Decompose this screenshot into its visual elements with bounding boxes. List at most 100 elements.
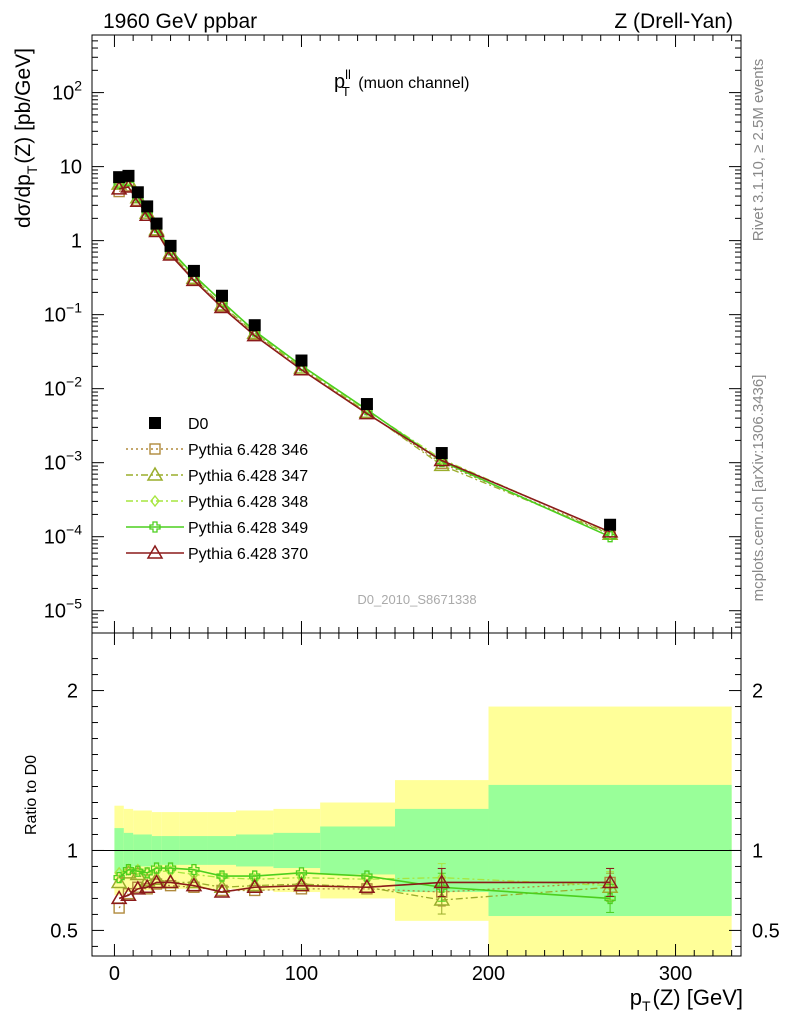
ratio-point [293,877,310,892]
ratio-point [185,873,203,889]
legend-item-data: D0 [149,416,209,433]
ratio-ytick-label-right: 1 [752,840,763,862]
ratio-point [433,873,451,889]
ratio-xtick-label: 0 [109,963,120,985]
legend-label: Pythia 6.428 346 [188,442,308,459]
analysis-watermark: D0_2010_S8671338 [357,592,476,607]
main-ytick-label-base: 10 [44,601,66,623]
legend: D0 Pythia 6.428 346 Pythia 6.428 347 Pythia… [126,416,308,563]
main-ytick-label-base: 10 [44,527,66,549]
ratio-point [132,865,144,877]
legend-marker [149,521,161,533]
main-frame [91,34,742,634]
ratio-point [138,872,156,887]
ratio-point [433,891,451,906]
legend-marker [146,544,164,559]
main-ytick-label-base: 10 [44,379,66,401]
main-ytick-label: 1 [71,231,82,253]
data-point [246,327,264,342]
ratio-point [122,864,135,876]
data-point [215,289,228,302]
ratio-point [162,873,179,889]
ratio-ytick-label-left: 0.5 [50,920,78,942]
ratio-point [601,873,619,889]
data-point [131,186,144,199]
ratio-point [113,871,125,884]
header-right-label: Z (Drell-Yan) [614,10,733,33]
legend-item-s370: Pythia 6.428 370 [126,544,308,563]
data-point [248,319,261,332]
ratio-xtick-label: 100 [285,963,318,985]
legend-marker [146,466,164,481]
ratio-point [129,880,147,895]
data-point [150,217,163,230]
ratio-point [216,870,228,882]
legend-item-s346: Pythia 6.428 346 [126,442,308,459]
data-point [360,398,373,411]
main-series-s370 [110,178,619,538]
main-ytick-label-base: 1 [71,231,82,253]
legend-marker [149,417,161,429]
main-series-data [113,169,617,531]
main-ytick-label: 10−1 [44,300,82,327]
data-point [113,171,126,184]
main-ytick-label-exp: −1 [66,300,82,316]
ratio-point [246,877,264,892]
ratio-point [249,870,261,882]
data-point [110,180,128,195]
data-point [162,246,179,261]
ratio-ytick-label-left: 1 [67,840,78,862]
data-point [293,361,310,376]
data-point [138,206,156,222]
ratio-xtick-label: 200 [472,963,505,985]
legend-label: Pythia 6.428 348 [188,494,308,511]
rivet-label: Rivet 3.1.10, ≥ 2.5M events [750,59,767,242]
data-point [129,192,147,208]
data-point [185,271,203,287]
main-ytick-label: 10−3 [44,448,82,475]
main-ytick-label: 10−2 [44,374,82,401]
ratio-series-s370 [110,867,619,905]
ratio-point [148,870,165,885]
data-point [213,298,231,314]
data-point [120,178,137,193]
data-point [295,354,308,367]
data-point [164,239,177,252]
ratio-ytick-label-right: 2 [752,681,763,703]
data-point [433,452,451,467]
ratio-point [132,863,143,876]
legend-marker [149,443,161,455]
ratio-xtick-label: 300 [659,963,692,985]
legend-item-s348: Pythia 6.428 348 [126,494,308,511]
data-point [148,222,165,238]
data-point [433,456,451,472]
header-left-label: 1960 GeV ppbar [103,10,257,33]
data-point [601,523,619,538]
ratio-point [150,862,163,874]
ratio-point [164,879,177,892]
data-point [436,455,448,468]
ratio-point [148,873,165,889]
main-ytick-label-exp: −3 [66,448,82,464]
legend-item-s347: Pythia 6.428 347 [126,466,308,485]
series-line [118,180,611,535]
ratio-ytick-label-left: 2 [67,681,78,703]
data-point [187,264,200,277]
legend-marker [150,494,160,508]
data-point [122,169,135,182]
main-ytick-label-exp: −2 [66,374,82,390]
main-ytick-label-base: 10 [52,83,74,105]
data-point [435,447,448,460]
main-series-s349 [113,174,616,543]
main-ytick-label-exp: −5 [66,596,82,612]
main-ytick-label: 10−4 [44,522,82,549]
main-ytick-label: 10 [60,157,82,179]
main-title: pll T (muon channel) [334,67,469,99]
ratio-point [246,878,264,893]
main-ytick-label-exp: −4 [66,522,82,538]
ratio-point [110,873,128,889]
main-ytick-label-base: 10 [44,453,66,475]
ratio-point [188,864,200,876]
